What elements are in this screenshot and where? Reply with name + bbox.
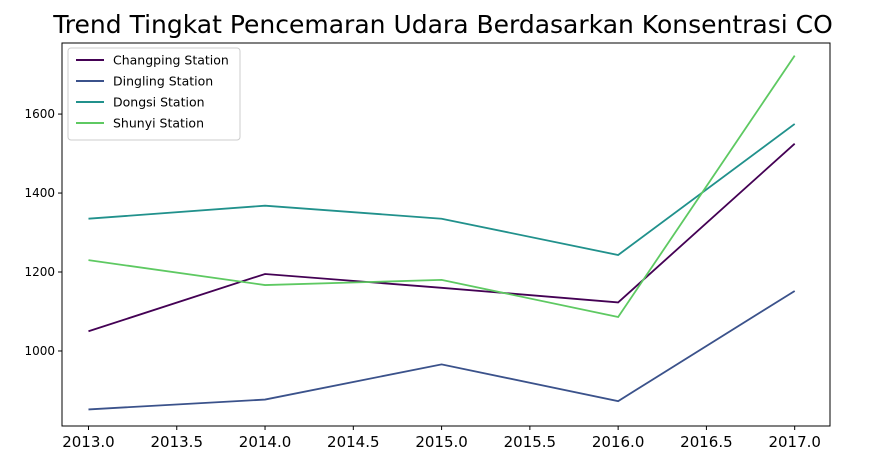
legend-label-1: Dingling Station	[113, 74, 213, 89]
x-tick-label: 2015.0	[415, 433, 468, 451]
x-tick-label: 2013.5	[151, 433, 204, 451]
y-tick-label: 1400	[24, 186, 55, 200]
series-line-3	[88, 55, 796, 319]
series-lines	[88, 55, 796, 411]
x-tick-label: 2017.0	[768, 433, 821, 451]
y-tick-label: 1200	[24, 265, 55, 279]
legend-label-0: Changping Station	[113, 53, 229, 68]
x-tick-label: 2015.5	[504, 433, 557, 451]
legend-box	[67, 47, 241, 141]
x-tick-label: 2013.0	[62, 433, 115, 451]
chart-title: Trend Tingkat Pencemaran Udara Berdasark…	[52, 10, 833, 39]
y-tick-label: 1000	[24, 344, 55, 358]
plot-area	[61, 42, 831, 427]
legend: Changping Station Dingling Station Dongsi …	[67, 47, 241, 141]
x-tick-label: 2014.5	[327, 433, 380, 451]
series-line-1	[88, 290, 796, 411]
x-tick-label: 2014.0	[239, 433, 292, 451]
y-axis: 1000 1200 1400 1600	[24, 107, 62, 358]
x-tick-label: 2016.0	[592, 433, 645, 451]
series-line-2	[88, 123, 796, 256]
y-tick-label: 1600	[24, 107, 55, 121]
x-tick-label: 2016.5	[680, 433, 733, 451]
legend-label-2: Dongsi Station	[113, 95, 205, 110]
x-axis: 2013.0 2013.5 2014.0 2014.5 2015.0 2015.5 2016…	[62, 426, 821, 451]
series-line-0	[88, 143, 796, 333]
legend-label-3: Shunyi Station	[113, 116, 204, 131]
